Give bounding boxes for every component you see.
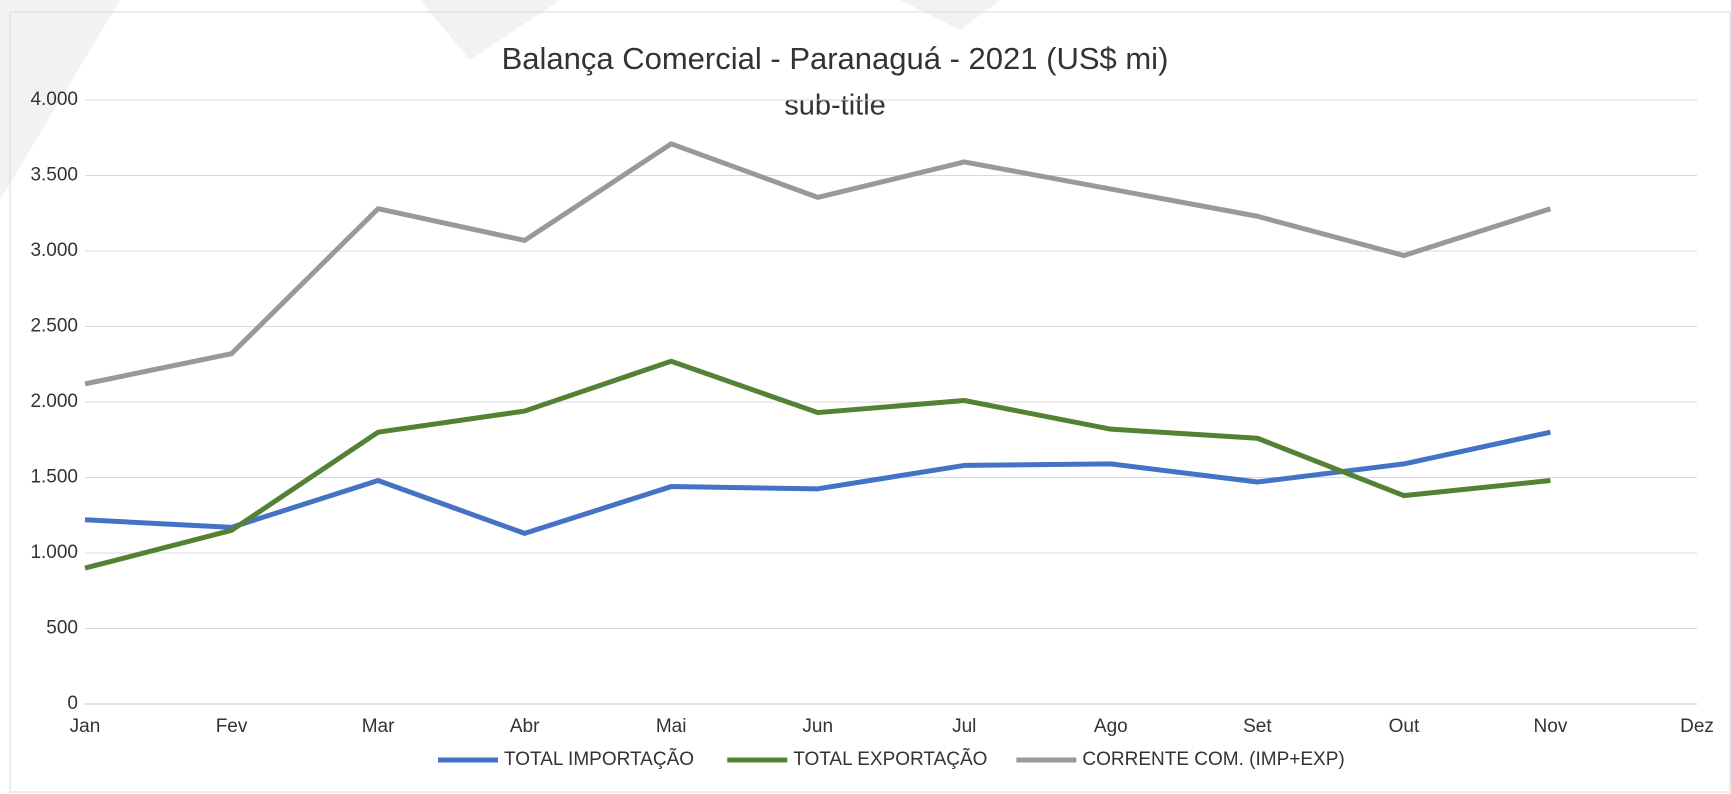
x-tick-label: Jul xyxy=(952,716,976,737)
legend-label: TOTAL IMPORTAÇÃO xyxy=(504,748,694,770)
chart-border xyxy=(9,11,1731,793)
line-series xyxy=(84,358,1551,571)
legend-label: TOTAL EXPORTAÇÃO xyxy=(793,748,987,770)
y-tick-label: 2.000 xyxy=(30,391,78,412)
x-tick-label: Fev xyxy=(216,716,248,737)
y-tick-label: 1.000 xyxy=(30,542,78,563)
chart-title: Balança Comercial - Paranaguá - 2021 (US… xyxy=(502,41,1169,76)
watermark xyxy=(420,0,560,60)
x-tick-label: Mar xyxy=(362,716,395,737)
x-tick-label: Jan xyxy=(70,716,101,737)
line-series xyxy=(84,141,1552,387)
x-tick-label: Ago xyxy=(1094,716,1128,737)
x-tick-label: Set xyxy=(1243,716,1272,737)
y-tick-label: 3.500 xyxy=(30,165,78,186)
y-tick-label: 500 xyxy=(46,618,78,639)
x-tick-label: Mai xyxy=(656,716,687,737)
y-tick-label: 4.000 xyxy=(30,89,78,110)
x-tick-label: Jun xyxy=(802,716,833,737)
x-tick-label: Dez xyxy=(1680,716,1714,737)
x-tick-label: Nov xyxy=(1534,716,1568,737)
line-series xyxy=(84,429,1551,536)
watermark xyxy=(900,0,1000,30)
y-tick-label: 2.500 xyxy=(30,316,78,337)
chart-subtitle: sub-title xyxy=(784,90,886,122)
y-tick-label: 3.000 xyxy=(30,240,78,261)
watermark xyxy=(0,0,120,200)
x-tick-label: Abr xyxy=(510,716,540,737)
y-tick-label: 1.500 xyxy=(30,467,78,488)
y-tick-label: 0 xyxy=(67,693,78,714)
x-tick-label: Out xyxy=(1389,716,1420,737)
legend-label: CORRENTE COM. (IMP+EXP) xyxy=(1082,749,1344,770)
